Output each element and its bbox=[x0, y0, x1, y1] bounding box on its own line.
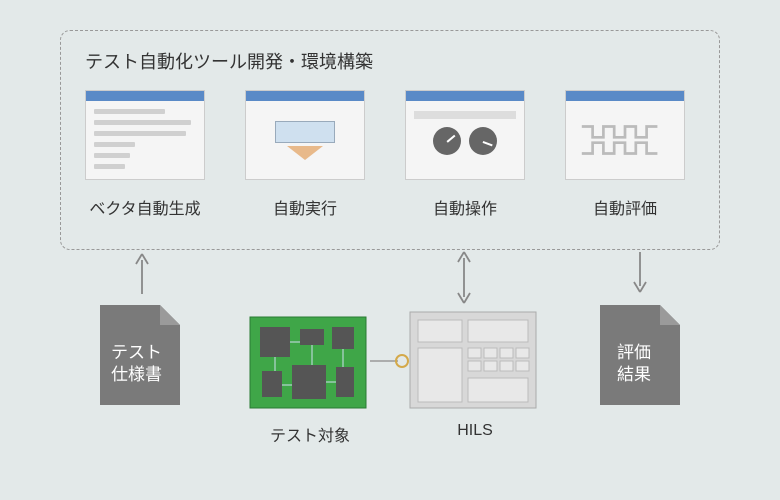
label-vector-gen: ベクタ自動生成 bbox=[75, 195, 215, 219]
doc-test-spec-line2: 仕様書 bbox=[111, 365, 162, 384]
window-auto-eval bbox=[565, 90, 685, 180]
window-vector-gen bbox=[85, 90, 205, 180]
arrow-spec-to-vector bbox=[134, 252, 150, 294]
window-auto-exec bbox=[245, 90, 365, 180]
hils-device bbox=[408, 310, 538, 410]
label-auto-op: 自動操作 bbox=[405, 195, 525, 219]
arrow-op-hils-bidir bbox=[456, 250, 472, 305]
label-test-target: テスト対象 bbox=[255, 422, 365, 446]
label-hils: HILS bbox=[430, 422, 520, 440]
window-auto-op bbox=[405, 90, 525, 180]
arrow-eval-to-result bbox=[632, 252, 648, 294]
connector-pcb-hils bbox=[368, 352, 410, 370]
doc-test-spec-line1: テスト bbox=[111, 343, 162, 362]
doc-eval-result-line2: 結果 bbox=[617, 365, 651, 384]
label-auto-exec: 自動実行 bbox=[245, 195, 365, 219]
doc-eval-result: 評価 結果 bbox=[595, 300, 685, 410]
pcb-test-target bbox=[248, 315, 368, 410]
diagram-title: テスト自動化ツール開発・環境構築 bbox=[85, 48, 373, 74]
doc-test-spec: テスト 仕様書 bbox=[95, 300, 185, 410]
label-auto-eval: 自動評価 bbox=[565, 195, 685, 219]
doc-eval-result-line1: 評価 bbox=[617, 343, 651, 362]
